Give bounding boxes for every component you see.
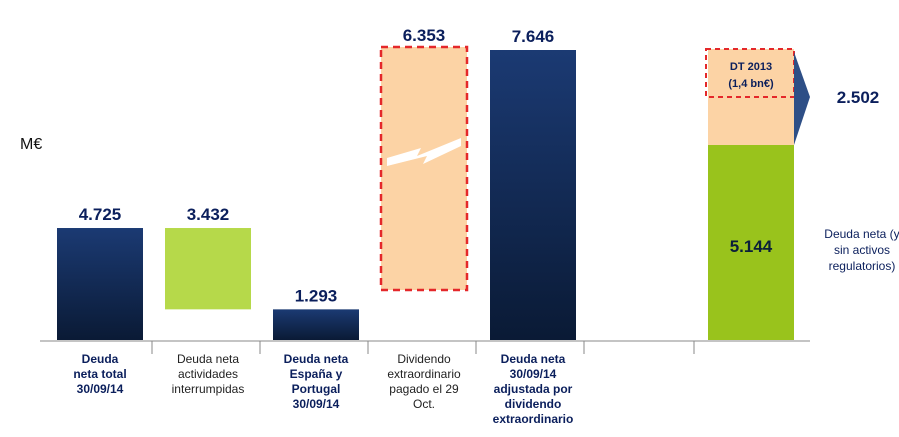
stacked-bottom-value: 5.144 — [730, 237, 773, 256]
value-label-4: 7.646 — [512, 27, 555, 46]
value-label-0: 4.725 — [79, 205, 122, 224]
callout-line-1: DT 2013 — [730, 61, 772, 73]
bar-4 — [490, 50, 576, 340]
category-label-1: Deuda neta actividades interrumpidas — [158, 352, 258, 397]
callout-line-2: (1,4 bn€) — [728, 78, 774, 90]
category-label-line: Deuda neta — [283, 352, 349, 366]
side-note-line: Deuda neta (y — [824, 227, 899, 241]
category-label-line: extraordinario — [492, 412, 574, 426]
category-label-line: neta total — [73, 367, 127, 381]
category-label-2: Deuda neta España y Portugal 30/09/14 — [266, 352, 366, 412]
category-label-line: interrumpidas — [171, 382, 245, 396]
value-label-2: 1.293 — [295, 286, 338, 305]
category-label-line: pagado el 29 — [389, 382, 459, 396]
bar-break-mark — [387, 138, 461, 166]
unit-label: M€ — [20, 136, 43, 153]
bar-3 — [379, 45, 469, 292]
category-label-3: Dividendo extraordinario pagado el 29 Oct. — [374, 352, 474, 412]
category-label-line: Deuda — [81, 352, 119, 366]
category-label-line: adjustada por — [493, 382, 573, 396]
bar-2 — [273, 309, 359, 340]
category-label-line: Deuda neta — [176, 352, 240, 366]
category-label-4: Deuda neta 30/09/14 adjustada por dividendo… — [483, 352, 583, 427]
category-label-line: Deuda neta — [500, 352, 566, 366]
value-label-1: 3.432 — [187, 205, 230, 224]
category-label-line: 30/09/14 — [292, 397, 340, 411]
category-label-line: Dividendo — [397, 352, 451, 366]
pointer-triangle — [794, 52, 810, 145]
side-note-line: sin activos — [833, 243, 891, 257]
bar-1 — [165, 228, 251, 310]
category-label-line: España y — [289, 367, 343, 381]
category-label-line: dividendo — [504, 397, 562, 411]
stacked-bottom-segment — [708, 145, 794, 340]
category-label-line: extraordinario — [387, 367, 461, 381]
stacked-top-value: 2.502 — [837, 88, 880, 107]
side-note-line: regulatorios) — [828, 259, 896, 273]
category-label-line: 30/09/14 — [76, 382, 124, 396]
bar-0 — [57, 228, 143, 340]
side-note: Deuda neta (y sin activos regulatorios) — [812, 226, 899, 274]
category-label-line: 30/09/14 — [509, 367, 557, 381]
category-label-line: Oct. — [412, 397, 435, 411]
value-label-3: 6.353 — [403, 26, 446, 45]
category-label-0: Deuda neta total 30/09/14 — [50, 352, 150, 397]
category-label-line: Portugal — [291, 382, 341, 396]
category-label-line: actividades — [177, 367, 239, 381]
